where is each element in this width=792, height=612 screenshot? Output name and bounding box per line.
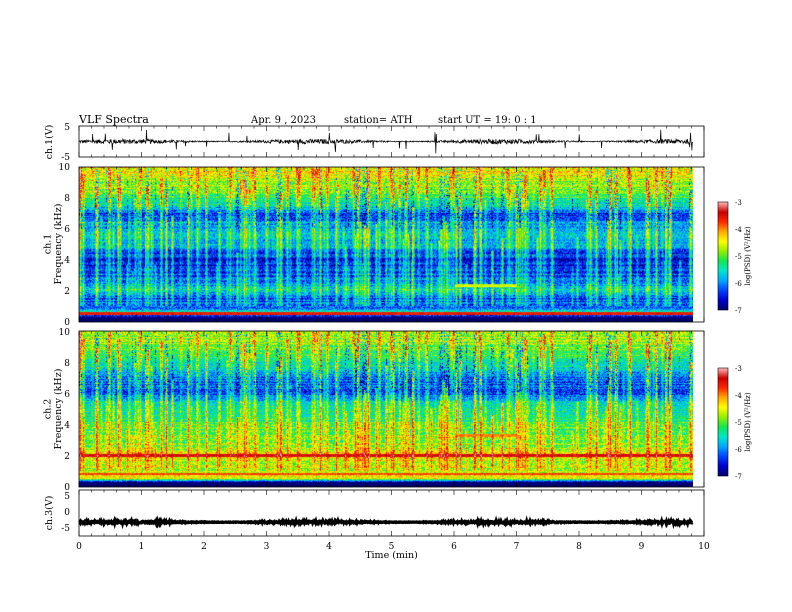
station-label: station= ATH bbox=[344, 115, 413, 126]
ch3-waveform-frame bbox=[78, 489, 705, 537]
ylabel-line: Frequency (kHz) bbox=[53, 369, 64, 450]
ch2-colorbar-tick-3: -3 bbox=[735, 365, 742, 373]
ch2-colorbar-gradient bbox=[718, 368, 728, 476]
ch1-colorbar-tick-3: -3 bbox=[735, 199, 742, 207]
xtick-7: 7 bbox=[514, 542, 520, 552]
ch1-waveform-ytick-bottom: -5 bbox=[61, 153, 70, 163]
ch3-waveform-ytick-mid: 0 bbox=[64, 508, 70, 518]
ylabel-line: ch.2 bbox=[43, 399, 54, 420]
ch2-spectrogram-ticks bbox=[78, 331, 705, 487]
time-axis: 0 1 2 3 4 5 6 7 8 9 10 Time (min) bbox=[76, 542, 710, 561]
ch2-spectrogram-ylabel: ch.2Frequency (kHz) bbox=[43, 369, 64, 450]
ch3-waveform-trace bbox=[78, 515, 694, 530]
ch1-colorbar-frame bbox=[717, 201, 729, 311]
ch2-colorbar: -3 -4 -5 -6 -7 log(PSD) (V²/Hz) bbox=[717, 365, 752, 481]
ch1-spectrogram-panel: 0 2 4 6 8 10 ch.1Frequency (kHz) bbox=[43, 163, 705, 328]
ch1-ytick-10: 10 bbox=[59, 163, 71, 173]
xtick-3: 3 bbox=[264, 542, 270, 552]
xtick-2: 2 bbox=[201, 542, 207, 552]
ch1-waveform-ylabel: ch.1(V) bbox=[44, 125, 55, 160]
ch2-ytick-6: 6 bbox=[64, 390, 70, 400]
x-axis-label: Time (min) bbox=[365, 550, 418, 561]
ch1-ytick-2: 2 bbox=[64, 287, 70, 297]
ch2-colorbar-label: log(PSD) (V²/Hz) bbox=[744, 392, 752, 451]
ch2-colorbar-tick-5: -5 bbox=[735, 419, 742, 427]
ch1-spectrogram-ylabel: ch.1Frequency (kHz) bbox=[43, 204, 64, 285]
ch2-colorbar-tick-4: -4 bbox=[735, 392, 742, 400]
ch1-colorbar: -3 -4 -5 -6 -7 log(PSD) (V²/Hz) bbox=[717, 199, 752, 315]
ch3-waveform-ylabel: ch.3(V) bbox=[44, 496, 55, 531]
ch1-ytick-4: 4 bbox=[64, 256, 70, 266]
ch3-waveform-ytick-top: 5 bbox=[64, 492, 70, 502]
ch1-ytick-8: 8 bbox=[64, 194, 70, 204]
ch3-waveform-x-ticks bbox=[78, 490, 705, 536]
header: VLF Spectra Apr. 9 , 2023 station= ATH s… bbox=[78, 113, 537, 126]
ylabel-line: Frequency (kHz) bbox=[53, 204, 64, 285]
xtick-4: 4 bbox=[326, 542, 332, 552]
ch1-waveform-trace bbox=[78, 129, 694, 154]
ch2-ytick-0: 0 bbox=[64, 483, 70, 493]
xtick-0: 0 bbox=[76, 542, 82, 552]
date-label: Apr. 9 , 2023 bbox=[250, 115, 316, 126]
ch2-ytick-2: 2 bbox=[64, 452, 70, 462]
ch2-colorbar-tick-7: -7 bbox=[735, 473, 742, 481]
xtick-10: 10 bbox=[698, 542, 710, 552]
ch1-colorbar-gradient bbox=[718, 202, 728, 310]
ch1-ytick-6: 6 bbox=[64, 225, 70, 235]
xtick-9: 9 bbox=[639, 542, 645, 552]
xtick-8: 8 bbox=[576, 542, 582, 552]
start-time-label: start UT = 19: 0 : 1 bbox=[438, 115, 537, 126]
xtick-6: 6 bbox=[451, 542, 457, 552]
ch1-colorbar-tick-6: -6 bbox=[735, 280, 742, 288]
ch1-colorbar-tick-4: -4 bbox=[735, 226, 742, 234]
ch1-waveform-panel: 5 -5 ch.1(V) bbox=[44, 123, 705, 163]
ylabel-line: ch.1 bbox=[43, 234, 54, 255]
figure-title: VLF Spectra bbox=[78, 113, 149, 126]
xtick-5: 5 bbox=[389, 542, 395, 552]
ch2-spectrogram-image bbox=[79, 331, 693, 487]
ch1-colorbar-tick-7: -7 bbox=[735, 307, 742, 315]
ch2-colorbar-frame bbox=[717, 367, 729, 477]
ch1-spectrogram-ticks bbox=[78, 167, 705, 322]
ch3-waveform-panel: 5 0 -5 ch.3(V) bbox=[44, 489, 705, 537]
ch2-spectrogram-panel: 0 2 4 6 8 10 ch.2Frequency (kHz) bbox=[43, 328, 705, 493]
ch1-waveform-ytick-top: 5 bbox=[64, 123, 70, 133]
ch2-ytick-10: 10 bbox=[59, 328, 71, 338]
ch1-ytick-0: 0 bbox=[64, 318, 70, 328]
ch2-ytick-4: 4 bbox=[64, 421, 70, 431]
ch3-waveform-ytick-bottom: -5 bbox=[61, 524, 70, 534]
ch1-waveform-x-ticks bbox=[78, 126, 705, 157]
ch1-colorbar-tick-5: -5 bbox=[735, 253, 742, 261]
ch2-colorbar-tick-6: -6 bbox=[735, 446, 742, 454]
ch1-spectrogram-image bbox=[79, 167, 693, 322]
ch2-ytick-8: 8 bbox=[64, 359, 70, 369]
xtick-1: 1 bbox=[139, 542, 145, 552]
ch1-colorbar-label: log(PSD) (V²/Hz) bbox=[744, 226, 752, 285]
